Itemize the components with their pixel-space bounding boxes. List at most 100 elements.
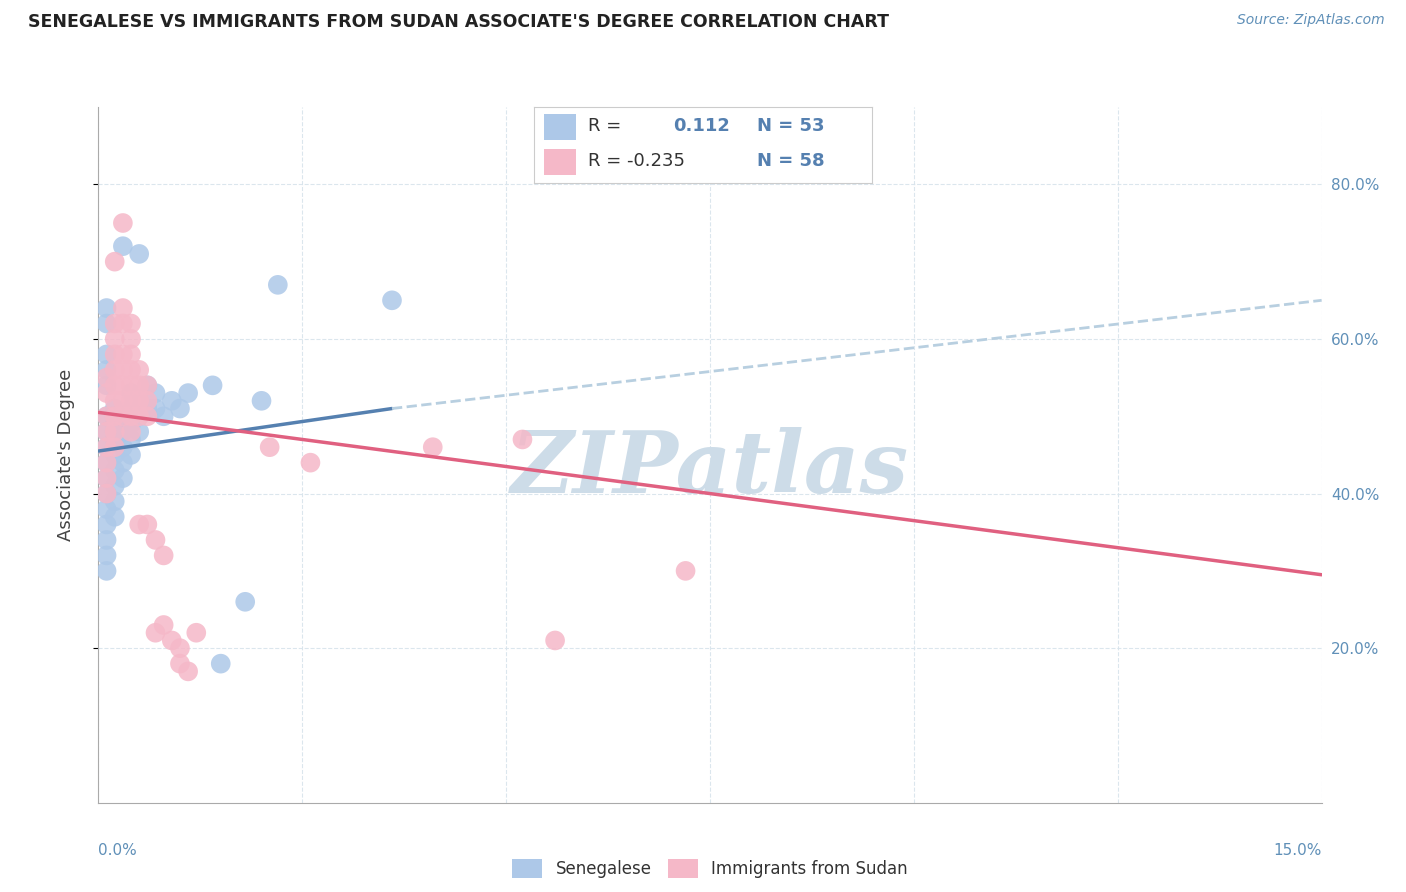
Point — [160, 633, 183, 648]
Point — [128, 378, 150, 392]
FancyBboxPatch shape — [544, 150, 576, 175]
Point — [128, 425, 150, 439]
Point — [177, 665, 200, 679]
Point — [96, 517, 118, 532]
Point — [96, 456, 118, 470]
Point — [145, 386, 167, 401]
Point — [299, 456, 322, 470]
Point — [169, 401, 191, 416]
Text: 15.0%: 15.0% — [1274, 843, 1322, 858]
Point — [120, 433, 142, 447]
Point — [96, 533, 118, 547]
Point — [96, 440, 118, 454]
Y-axis label: Associate's Degree: Associate's Degree — [56, 368, 75, 541]
Point — [104, 425, 127, 439]
FancyBboxPatch shape — [544, 114, 576, 140]
Point — [104, 440, 127, 454]
Point — [233, 595, 256, 609]
Point — [104, 448, 127, 462]
Point — [152, 549, 174, 563]
Point — [136, 378, 159, 392]
Text: SENEGALESE VS IMMIGRANTS FROM SUDAN ASSOCIATE'S DEGREE CORRELATION CHART: SENEGALESE VS IMMIGRANTS FROM SUDAN ASSO… — [28, 13, 889, 31]
Point — [111, 216, 134, 230]
Point — [111, 409, 134, 424]
Text: 0.112: 0.112 — [672, 118, 730, 136]
Legend: Senegalese, Immigrants from Sudan: Senegalese, Immigrants from Sudan — [505, 853, 915, 885]
Point — [512, 433, 534, 447]
Point — [96, 440, 118, 454]
Point — [96, 486, 118, 500]
Point — [120, 425, 142, 439]
Point — [96, 502, 118, 516]
Point — [120, 386, 142, 401]
Point — [120, 409, 142, 424]
Text: 0.0%: 0.0% — [98, 843, 138, 858]
Point — [381, 293, 404, 308]
Point — [111, 471, 134, 485]
Point — [422, 440, 444, 454]
Point — [104, 254, 127, 268]
Point — [544, 633, 567, 648]
Point — [177, 386, 200, 401]
Point — [111, 440, 134, 454]
Point — [104, 363, 127, 377]
Point — [96, 378, 118, 392]
Point — [104, 509, 127, 524]
Point — [120, 332, 142, 346]
Point — [128, 393, 150, 408]
Point — [120, 378, 142, 392]
Point — [96, 409, 118, 424]
Point — [96, 486, 118, 500]
Point — [128, 517, 150, 532]
Point — [145, 625, 167, 640]
Point — [111, 347, 134, 361]
Point — [267, 277, 290, 292]
Point — [111, 363, 134, 377]
Point — [104, 378, 127, 392]
Point — [96, 386, 118, 401]
Point — [136, 393, 159, 408]
Point — [120, 317, 142, 331]
Point — [128, 409, 150, 424]
Point — [145, 533, 167, 547]
Point — [128, 247, 150, 261]
Point — [96, 347, 118, 361]
Point — [111, 425, 134, 439]
Point — [96, 456, 118, 470]
Point — [128, 363, 150, 377]
Point — [111, 239, 134, 253]
Point — [250, 393, 273, 408]
Point — [120, 363, 142, 377]
Point — [128, 409, 150, 424]
Point — [111, 317, 134, 331]
Point — [136, 378, 159, 392]
Point — [111, 378, 134, 392]
Point — [104, 393, 127, 408]
Point — [160, 393, 183, 408]
Text: N = 58: N = 58 — [756, 153, 824, 170]
Point — [186, 625, 208, 640]
Point — [96, 549, 118, 563]
Point — [128, 393, 150, 408]
Point — [169, 641, 191, 656]
Point — [152, 618, 174, 632]
Point — [201, 378, 224, 392]
Point — [169, 657, 191, 671]
Point — [104, 417, 127, 431]
Point — [136, 409, 159, 424]
Point — [259, 440, 281, 454]
Point — [96, 409, 118, 424]
Point — [111, 393, 134, 408]
Point — [120, 393, 142, 408]
Point — [120, 417, 142, 431]
Point — [111, 456, 134, 470]
Point — [104, 433, 127, 447]
Point — [96, 564, 118, 578]
Text: N = 53: N = 53 — [756, 118, 824, 136]
Point — [96, 363, 118, 377]
Point — [120, 448, 142, 462]
Point — [152, 409, 174, 424]
Text: Source: ZipAtlas.com: Source: ZipAtlas.com — [1237, 13, 1385, 28]
Point — [104, 401, 127, 416]
Point — [111, 301, 134, 315]
